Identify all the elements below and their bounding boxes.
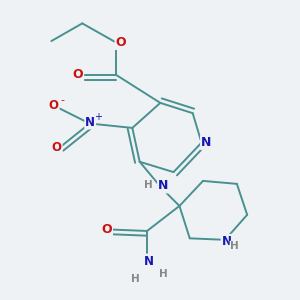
Text: N: N — [222, 235, 232, 248]
Text: N: N — [201, 136, 211, 149]
Text: O: O — [116, 36, 126, 49]
Text: H: H — [159, 269, 168, 279]
Text: N: N — [158, 179, 168, 192]
Text: +: + — [94, 112, 102, 122]
Text: N: N — [143, 254, 154, 268]
Text: O: O — [49, 99, 59, 112]
Text: N: N — [85, 116, 95, 128]
Text: O: O — [73, 68, 83, 81]
Text: -: - — [61, 95, 64, 105]
Text: H: H — [230, 241, 239, 251]
Text: H: H — [131, 274, 140, 284]
Text: O: O — [101, 223, 112, 236]
Text: O: O — [52, 141, 62, 154]
Text: H: H — [144, 180, 153, 190]
